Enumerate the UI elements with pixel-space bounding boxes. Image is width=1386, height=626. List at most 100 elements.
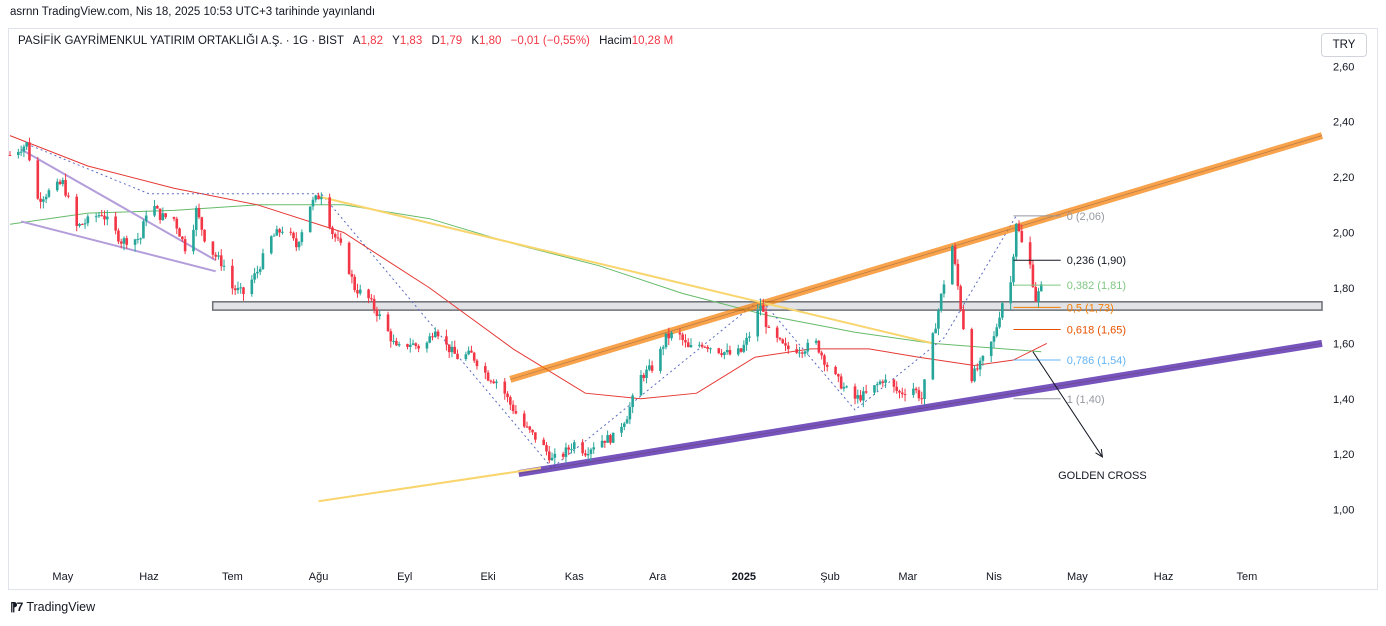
candle-body[interactable] [545,445,548,452]
candle-body[interactable] [136,238,140,240]
candle-body[interactable] [395,340,398,346]
candle-body[interactable] [681,334,684,340]
candle-body[interactable] [661,347,665,349]
candle-body[interactable] [295,238,298,248]
candle-body[interactable] [962,309,965,330]
candle-body[interactable] [628,407,632,420]
candle-body[interactable] [817,340,821,353]
candle-body[interactable] [275,229,279,236]
candle-body[interactable] [531,429,534,433]
candle-body[interactable] [219,255,223,267]
candle-body[interactable] [47,190,51,197]
candle-body[interactable] [231,265,234,289]
candle-body[interactable] [484,366,487,373]
candle-body[interactable] [233,288,237,291]
candle-body[interactable] [864,391,868,393]
candle-body[interactable] [8,154,12,156]
candle-body[interactable] [1028,242,1032,265]
candle-body[interactable] [1037,291,1040,302]
candle-body[interactable] [723,352,726,356]
candle-body[interactable] [122,238,126,244]
candle-body[interactable] [572,442,576,450]
trendline-yellow-line-falling[interactable] [318,195,934,345]
candle-body[interactable] [834,366,837,375]
candle-body[interactable] [250,279,254,295]
candle-body[interactable] [528,426,532,430]
candle-body[interactable] [94,216,98,218]
candle-body[interactable] [645,369,648,378]
candle-body[interactable] [775,327,779,338]
candle-body[interactable] [358,289,362,294]
candle-body[interactable] [959,286,962,310]
candle-body[interactable] [447,344,451,353]
candle-body[interactable] [798,352,801,354]
candle-body[interactable] [806,342,810,352]
candle-body[interactable] [820,352,823,356]
candle-body[interactable] [328,197,331,228]
candle-body[interactable] [534,432,537,440]
candle-body[interactable] [584,453,587,456]
candle-body[interactable] [331,227,334,235]
candle-body[interactable] [17,151,20,156]
candle-body[interactable] [995,327,999,337]
candle-body[interactable] [823,355,826,365]
candle-body[interactable] [431,336,434,338]
candle-body[interactable] [278,229,281,233]
candle-body[interactable] [920,398,924,400]
candle-body[interactable] [550,457,554,461]
candle-body[interactable] [378,314,381,316]
candle-body[interactable] [875,384,879,386]
candle-body[interactable] [197,208,201,218]
candle-body[interactable] [606,435,609,443]
candle-body[interactable] [161,213,165,220]
candle-body[interactable] [450,346,454,353]
candle-body[interactable] [884,379,887,383]
candle-body[interactable] [119,241,123,244]
candle-body[interactable] [428,336,432,343]
candle-body[interactable] [353,276,356,291]
candle-body[interactable] [503,381,507,394]
candle-body[interactable] [900,392,904,395]
candle-body[interactable] [728,350,732,355]
candle-body[interactable] [153,206,156,216]
candle-body[interactable] [192,229,195,252]
candle-body[interactable] [951,246,954,285]
candle-body[interactable] [934,328,937,334]
candle-body[interactable] [800,352,804,354]
candle-body[interactable] [942,284,946,294]
candle-body[interactable] [217,255,220,257]
golden-cross-arrow[interactable] [1032,351,1103,458]
candle-body[interactable] [603,440,607,443]
candle-body[interactable] [892,379,896,387]
candle-body[interactable] [445,336,448,345]
candle-body[interactable] [392,340,395,342]
candle-body[interactable] [511,404,515,412]
candle-body[interactable] [258,269,262,272]
candle-body[interactable] [756,310,760,337]
candle-body[interactable] [350,273,354,277]
candle-body[interactable] [878,381,882,385]
candle-body[interactable] [717,348,721,354]
candle-body[interactable] [105,216,109,220]
candle-body[interactable] [100,215,104,217]
candle-body[interactable] [787,345,790,350]
candle-body[interactable] [175,218,179,229]
candle-body[interactable] [372,298,376,310]
candle-body[interactable] [625,419,629,424]
candle-body[interactable] [200,217,204,230]
candle-body[interactable] [308,206,312,233]
candle-body[interactable] [837,374,840,377]
candle-body[interactable] [1014,223,1018,257]
candle-body[interactable] [506,393,509,398]
candle-body[interactable] [814,340,818,343]
candle-body[interactable] [211,241,215,255]
candle-body[interactable] [80,223,84,225]
candle-body[interactable] [472,352,476,361]
candle-body[interactable] [698,344,701,346]
candle-body[interactable] [470,350,473,353]
candle-body[interactable] [36,160,40,199]
candle-body[interactable] [214,254,217,257]
candle-body[interactable] [923,379,926,400]
candle-body[interactable] [767,326,771,328]
